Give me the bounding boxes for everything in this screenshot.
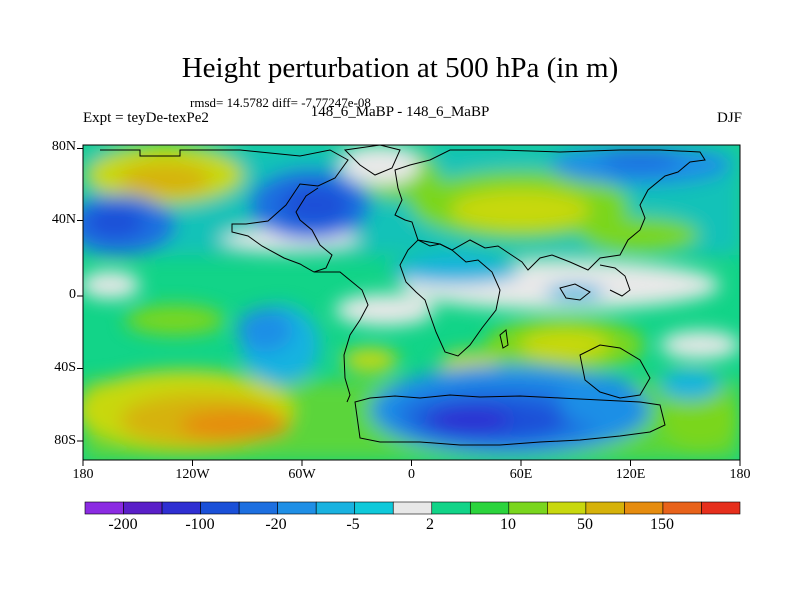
colorbar-swatch (662, 501, 702, 515)
height-perturbation-field (83, 145, 740, 460)
colorbar-swatch (84, 501, 124, 515)
colorbar-swatch (624, 501, 664, 515)
colorbar-label: 150 (650, 516, 674, 533)
colorbar-swatch (123, 501, 163, 515)
colorbar-label: -20 (265, 516, 287, 533)
colorbar-swatch (431, 501, 471, 515)
lon-tick-label: 60W (288, 467, 316, 482)
expt-label: Expt = teyDe-texPe2 (83, 110, 209, 126)
lon-tick-label: 180 (72, 467, 94, 482)
lat-tick-label: 80S (54, 433, 76, 448)
axis-ticks (77, 148, 741, 466)
experiment-names: 148_6_MaBP - 148_6_MaBP (310, 104, 490, 120)
colorbar-swatch (200, 501, 240, 515)
lat-tick-label: 40S (54, 360, 76, 375)
colorbar-swatch (701, 501, 741, 515)
colorbar-swatch (508, 501, 548, 515)
colorbar-swatch (315, 501, 356, 515)
colorbar-swatch (469, 501, 510, 515)
lat-tick-label: 40N (51, 212, 76, 227)
colorbar-swatch (277, 501, 317, 515)
colorbar (84, 501, 741, 515)
colorbar-label: -200 (108, 516, 138, 533)
colorbar-label: -100 (185, 516, 215, 533)
lat-tick-label: 80N (51, 139, 76, 154)
colorbar-label: 2 (426, 516, 434, 533)
lon-tick-label: 120W (175, 467, 210, 482)
colorbar-swatch (392, 501, 433, 515)
lon-tick-label: 60E (509, 467, 533, 482)
colorbar-swatch (354, 501, 394, 515)
lon-tick-label: 0 (408, 467, 415, 482)
rmsd-diff-stats: rmsd= 14.5782 diff= -7.77247e-08 (190, 95, 371, 110)
colorbar-label: 10 (500, 516, 516, 533)
continent-outlines (100, 145, 706, 446)
colorbar-swatch (238, 501, 278, 515)
plot-title: Height perturbation at 500 hPa (in m) (181, 52, 619, 84)
colorbar-label: -5 (346, 516, 360, 533)
season-label: DJF (716, 110, 742, 126)
colorbar-swatch (585, 501, 625, 515)
lat-tick-label: 0 (69, 287, 76, 302)
colorbar-swatch (547, 501, 587, 515)
lon-tick-label: 120E (615, 467, 646, 482)
lon-tick-label: 180 (729, 467, 751, 482)
colorbar-swatch (161, 501, 201, 515)
colorbar-label: 50 (577, 516, 593, 533)
